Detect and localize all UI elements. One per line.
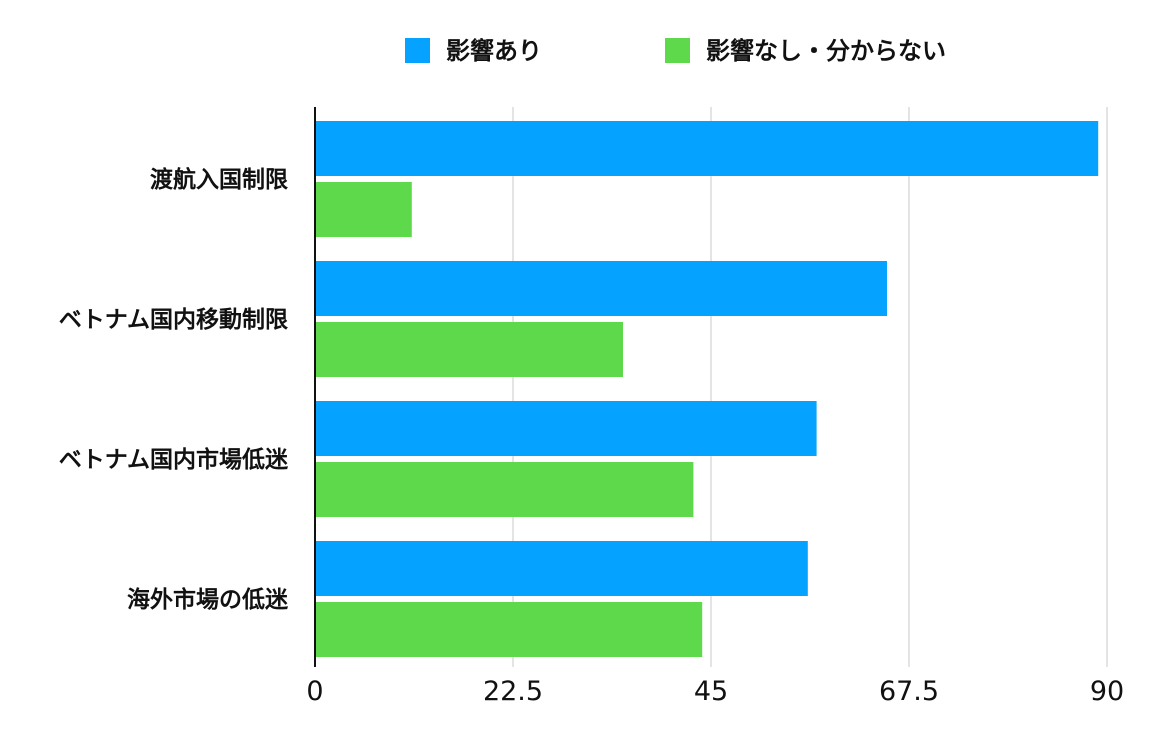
legend-swatch-series-1 [405, 38, 430, 63]
category-label: ベトナム国内市場低迷 [59, 446, 289, 473]
bars [315, 121, 1099, 657]
bar-2-2 [315, 322, 623, 377]
bar-2-3 [315, 462, 694, 517]
bar-1-2 [315, 261, 887, 316]
category-label: ベトナム国内移動制限 [59, 307, 288, 333]
legend-label-series-1: 影響あり [446, 37, 542, 65]
category-label: 渡航入国制限 [150, 166, 288, 193]
legend-label-series-2: 影響なし・分からない [706, 37, 946, 65]
category-label: 海外市場の低迷 [127, 586, 289, 613]
x-tick-label: 0 [306, 676, 323, 707]
bar-1-1 [315, 121, 1099, 176]
bar-1-4 [315, 541, 808, 596]
bar-2-4 [315, 602, 703, 657]
x-axis-tick-labels: 0 22.5 45 67.5 90 [306, 676, 1124, 707]
bar-1-3 [315, 401, 817, 456]
x-tick-label: 45 [694, 676, 728, 707]
chart-legend: 影響あり 影響なし・分からない [405, 37, 946, 65]
x-tick-label: 90 [1090, 676, 1124, 707]
bar-2-1 [315, 182, 412, 237]
legend-swatch-series-2 [665, 38, 690, 63]
x-tick-label: 22.5 [483, 676, 543, 707]
x-tick-label: 67.5 [879, 676, 939, 707]
